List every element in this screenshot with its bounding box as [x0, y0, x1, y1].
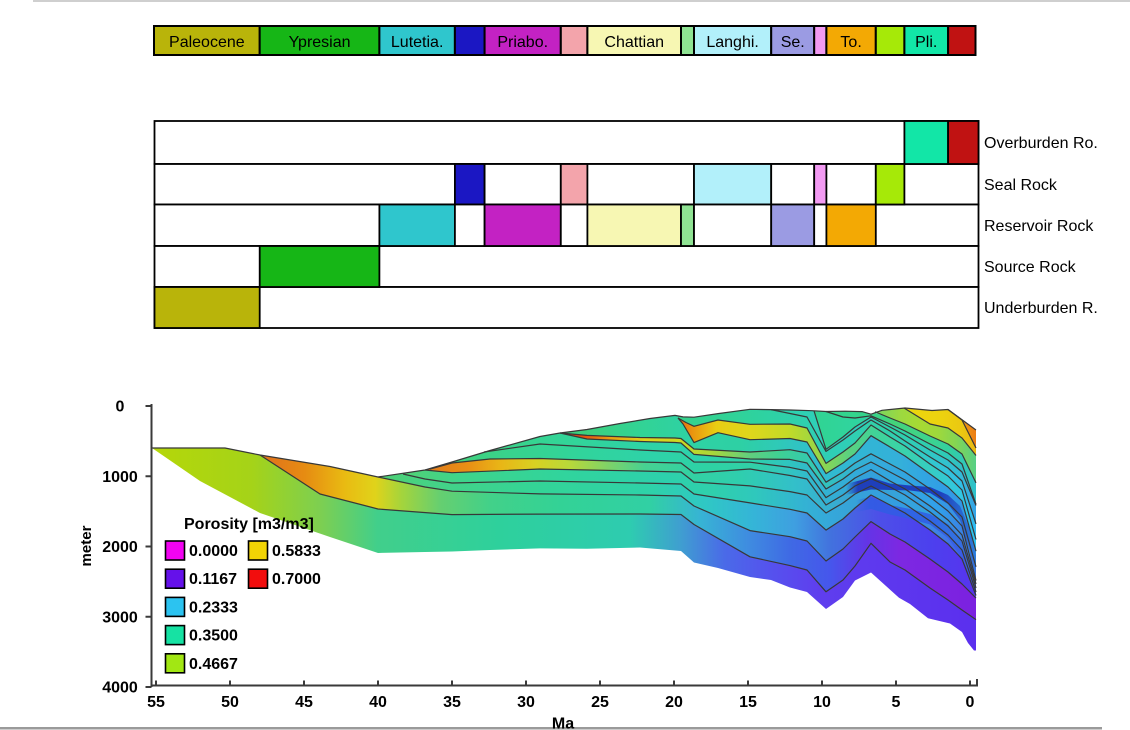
svg-text:5: 5: [892, 694, 901, 711]
svg-text:50: 50: [221, 694, 239, 711]
svg-text:45: 45: [295, 694, 313, 711]
svg-text:40: 40: [369, 694, 387, 711]
svg-text:Ma: Ma: [552, 716, 574, 730]
svg-text:10: 10: [813, 694, 831, 711]
svg-text:0: 0: [116, 399, 125, 416]
svg-text:Reservoir Rock: Reservoir Rock: [984, 218, 1094, 235]
svg-text:Source Rock: Source Rock: [984, 259, 1077, 276]
svg-text:30: 30: [517, 694, 535, 711]
svg-text:Se.: Se.: [781, 34, 805, 51]
svg-text:0.0000: 0.0000: [189, 543, 238, 560]
svg-text:Lutetia.: Lutetia.: [391, 34, 443, 51]
svg-text:Chattian: Chattian: [604, 34, 664, 51]
svg-text:Priabo.: Priabo.: [497, 34, 548, 51]
svg-text:3000: 3000: [102, 609, 138, 626]
svg-text:Langhi.: Langhi.: [706, 34, 759, 51]
svg-text:Underburden R.: Underburden R.: [984, 300, 1098, 317]
svg-text:Pli.: Pli.: [915, 34, 937, 51]
svg-text:55: 55: [147, 694, 165, 711]
svg-text:Overburden Ro.: Overburden Ro.: [984, 135, 1098, 152]
svg-text:35: 35: [443, 694, 461, 711]
svg-text:20: 20: [665, 694, 683, 711]
svg-text:0.4667: 0.4667: [189, 656, 238, 673]
svg-text:Ypresian: Ypresian: [289, 34, 351, 51]
svg-text:0.5833: 0.5833: [272, 543, 321, 560]
svg-text:0: 0: [966, 694, 975, 711]
svg-text:0.2333: 0.2333: [189, 599, 238, 616]
svg-text:25: 25: [591, 694, 609, 711]
svg-text:4000: 4000: [102, 680, 138, 697]
svg-text:Paleocene: Paleocene: [169, 34, 245, 51]
svg-text:To.: To.: [840, 34, 861, 51]
svg-text:0.7000: 0.7000: [272, 571, 321, 588]
svg-text:Porosity [m3/m3]: Porosity [m3/m3]: [184, 516, 314, 533]
svg-text:2000: 2000: [102, 539, 138, 556]
svg-text:0.1167: 0.1167: [189, 571, 237, 588]
svg-text:0.3500: 0.3500: [189, 628, 238, 645]
svg-text:meter: meter: [78, 525, 95, 566]
svg-text:1000: 1000: [102, 469, 138, 486]
svg-text:Seal Rock: Seal Rock: [984, 177, 1058, 194]
svg-text:15: 15: [739, 694, 757, 711]
